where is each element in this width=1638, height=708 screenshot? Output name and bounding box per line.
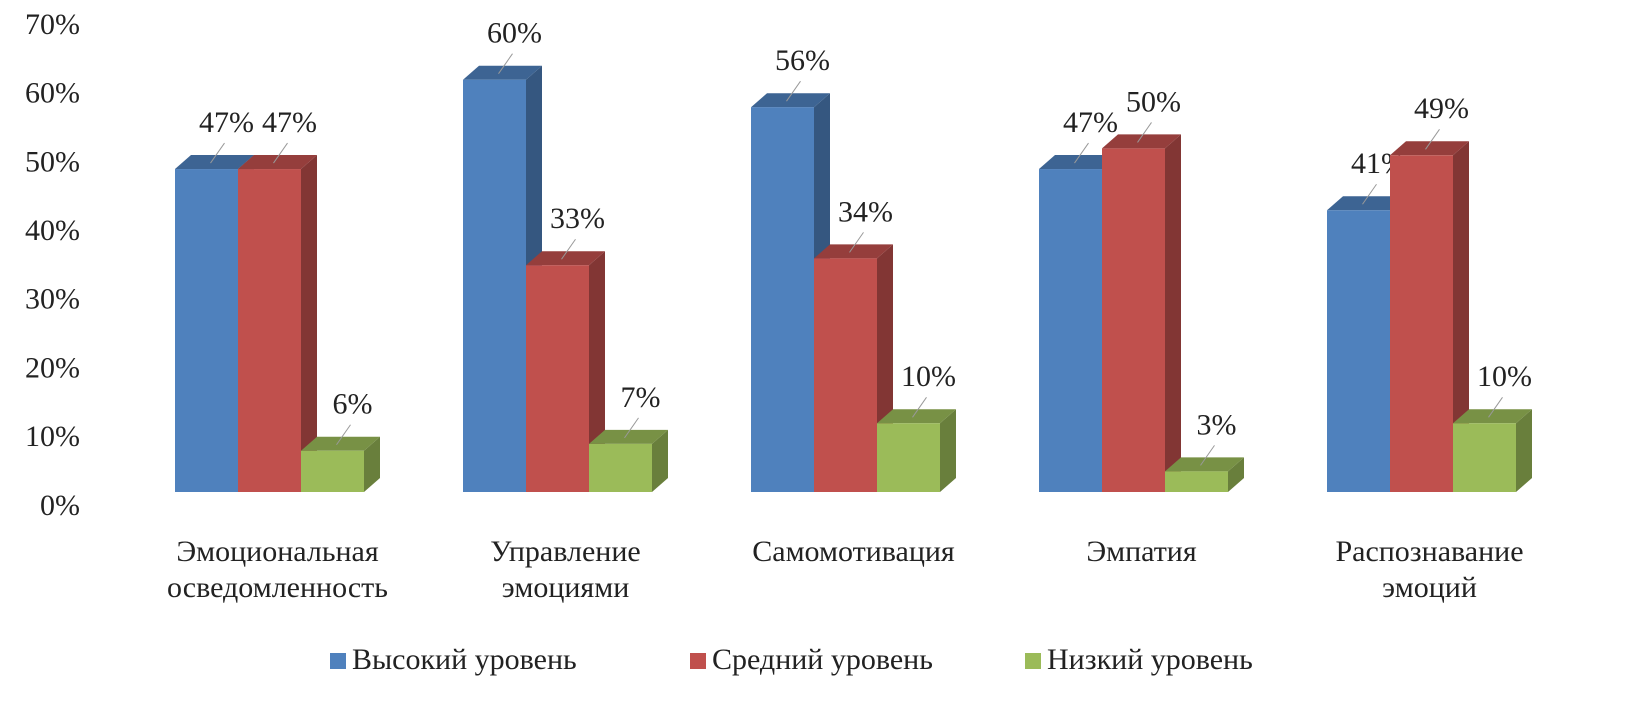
data-label: 47% — [262, 106, 317, 139]
y-tick-label: 50% — [25, 145, 80, 178]
bar — [877, 423, 940, 492]
leader-line — [1137, 122, 1152, 143]
data-label: 7% — [621, 381, 661, 414]
bar — [526, 265, 589, 492]
bar-top — [301, 436, 380, 451]
bar-side — [1516, 409, 1532, 492]
y-tick-label: 70% — [25, 8, 80, 41]
data-label: 56% — [775, 44, 830, 77]
leader-line — [849, 232, 864, 253]
bar-top — [463, 65, 542, 80]
y-tick-label: 30% — [25, 283, 80, 316]
leader-line — [786, 80, 801, 102]
bar — [1390, 155, 1453, 493]
x-tick-label: Распознавание эмоций — [1335, 535, 1524, 604]
bar-side — [364, 436, 380, 492]
legend-label: Низкий уровень — [1047, 643, 1253, 676]
bar — [589, 443, 652, 492]
leader-line — [624, 417, 639, 439]
bar-top — [814, 244, 893, 259]
bar — [463, 79, 526, 492]
bar-side — [1453, 141, 1469, 493]
bar — [301, 450, 364, 492]
data-label: 3% — [1197, 408, 1237, 441]
bar — [814, 258, 877, 492]
data-label: 10% — [1477, 360, 1532, 393]
bar — [1102, 148, 1165, 492]
bar-top — [877, 409, 956, 424]
bar — [238, 169, 301, 493]
x-tick-label: Эмпатия — [1086, 535, 1197, 568]
bar-side — [1165, 134, 1181, 492]
bar — [175, 169, 238, 493]
leader-line — [336, 424, 351, 446]
bar-top — [1327, 196, 1406, 211]
data-label: 49% — [1414, 92, 1469, 125]
leader-line — [1425, 129, 1440, 150]
data-label: 6% — [333, 388, 373, 421]
legend-label: Высокий уровень — [352, 643, 577, 676]
leader-line — [273, 142, 288, 164]
leader-line — [1362, 183, 1377, 205]
bar-top — [175, 155, 254, 170]
bar-top — [751, 93, 830, 108]
bar — [1039, 169, 1102, 493]
legend-swatch — [330, 653, 346, 669]
bar-top — [1390, 141, 1469, 156]
bar-top — [1453, 409, 1532, 424]
x-tick-label: Эмоциональная осведомленность — [167, 535, 388, 604]
bar — [1453, 423, 1516, 492]
bar — [1165, 471, 1228, 492]
legend-swatch — [1025, 653, 1041, 669]
leader-line — [210, 142, 225, 164]
leader-line — [1488, 396, 1503, 418]
bar-side — [652, 429, 668, 492]
x-tick-label: Управление эмоциями — [490, 535, 641, 604]
y-tick-label: 60% — [25, 77, 80, 110]
data-label: 60% — [487, 17, 542, 50]
leader-line — [1200, 445, 1215, 466]
bar-side — [940, 409, 956, 492]
leader-line — [561, 238, 576, 260]
bar-side — [301, 155, 317, 493]
bar — [751, 107, 814, 492]
x-tick-label: Самомотивация — [752, 535, 955, 568]
legend-swatch — [690, 653, 706, 669]
data-label: 47% — [199, 106, 254, 139]
bar-top — [589, 429, 668, 444]
bar-top — [526, 251, 605, 266]
bar-side — [589, 251, 605, 492]
data-label: 33% — [550, 202, 605, 235]
data-label: 50% — [1126, 85, 1181, 118]
y-tick-label: 40% — [25, 214, 80, 247]
bar — [1327, 210, 1390, 492]
leader-line — [498, 53, 513, 75]
y-tick-label: 20% — [25, 351, 80, 384]
y-tick-label: 0% — [40, 489, 80, 522]
leader-line — [1074, 142, 1089, 164]
legend-label: Средний уровень — [712, 643, 933, 676]
bar-top — [1102, 134, 1181, 149]
data-label: 10% — [901, 360, 956, 393]
data-label: 34% — [838, 195, 893, 228]
bar-top — [1165, 457, 1244, 472]
bar-top — [238, 155, 317, 170]
data-label: 47% — [1063, 106, 1118, 139]
leader-line — [912, 396, 927, 418]
y-tick-label: 10% — [25, 420, 80, 453]
bar-top — [1039, 155, 1118, 170]
bar-side — [1228, 457, 1244, 492]
